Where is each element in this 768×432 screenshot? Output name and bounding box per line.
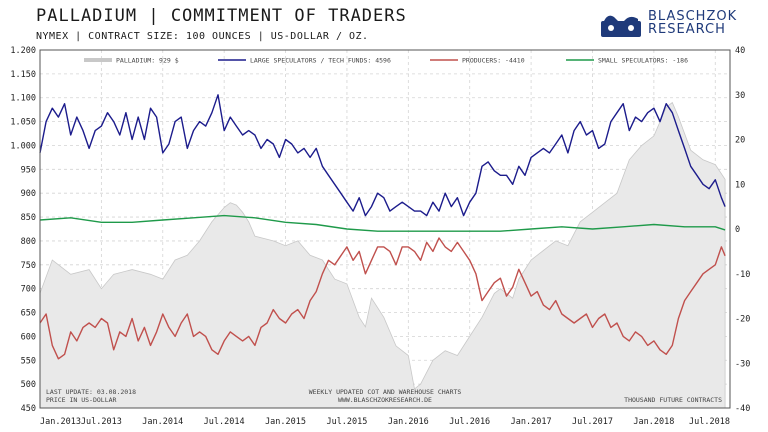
producers-line	[39, 237, 726, 360]
price-area-path	[39, 101, 726, 409]
right-tick-label: 30	[735, 91, 745, 101]
right-tick-label: -10	[735, 270, 750, 280]
right-tick-label: 20	[735, 136, 745, 146]
note-price-unit: PRICE IN US-DOLLAR	[46, 396, 117, 404]
left-tick-label: 900	[21, 189, 36, 199]
notes: LAST UPDATE: 03.08.2018 PRICE IN US-DOLL…	[46, 388, 722, 404]
axes: 450 500 550 600 650 700 750 800 850 900 950 1.000 1.…	[10, 46, 750, 427]
page-title: PALLADIUM | COMMITMENT OF TRADERS	[36, 6, 407, 26]
note-website: WWW.BLASCHZOKRESEARCH.DE	[338, 396, 432, 404]
legend-label: LARGE SPECULATORS / TECH FUNDS: 4596	[250, 57, 391, 65]
logo-line2: RESEARCH	[648, 22, 726, 37]
x-tick-label: Jul.2018	[689, 417, 730, 427]
x-tick-label: Jul.2015	[326, 417, 367, 427]
note-contracts-unit: THOUSAND FUTURE CONTRACTS	[624, 396, 722, 404]
left-tick-label: 600	[21, 332, 36, 342]
plot-frame	[39, 49, 731, 409]
x-tick-label: Jan.2015	[265, 417, 306, 427]
x-tick-label: Jul.2017	[572, 417, 613, 427]
x-tick-label: Jan.2017	[511, 417, 552, 427]
right-tick-label: 10	[735, 180, 745, 190]
large-speculators-line	[39, 94, 726, 217]
left-tick-label: 750	[21, 261, 36, 271]
left-tick-label: 450	[21, 404, 36, 414]
right-tick-label: -30	[735, 359, 750, 369]
left-tick-label: 550	[21, 356, 36, 366]
right-tick-label: -40	[735, 404, 750, 414]
x-tick-label: Jan.2014	[142, 417, 183, 427]
left-tick-label: 1.200	[10, 46, 36, 56]
x-tick-label: Jan.2013	[40, 417, 81, 427]
left-tick-label: 800	[21, 237, 36, 247]
note-weekly: WEEKLY UPDATED COT AND WAREHOUSE CHARTS	[309, 388, 462, 396]
left-tick-label: 1.100	[10, 94, 36, 104]
page-subtitle: NYMEX | CONTRACT SIZE: 100 OUNCES | US-D…	[36, 31, 369, 42]
legend-label: SMALL SPECULATORS: -186	[598, 57, 688, 65]
left-tick-label: 850	[21, 213, 36, 223]
legend: PALLADIUM: 929 $ LARGE SPECULATORS / TECH…	[84, 57, 688, 65]
small-speculators-line	[39, 214, 726, 232]
right-tick-label: -20	[735, 315, 750, 325]
legend-label: PALLADIUM: 929 $	[116, 57, 179, 65]
legend-label: PRODUCERS: -4410	[462, 57, 525, 65]
right-tick-label: 40	[735, 46, 745, 56]
series-lines	[39, 94, 726, 360]
left-tick-label: 1.050	[10, 118, 36, 128]
bull-bear-logo-icon	[601, 15, 641, 37]
x-tick-label: Jan.2018	[633, 417, 674, 427]
left-tick-label: 500	[21, 380, 36, 390]
x-tick-label: Jan.2016	[388, 417, 429, 427]
right-tick-label: 0	[735, 225, 740, 235]
x-tick-label: Jul.2016	[449, 417, 490, 427]
brand-logo: BLASCHZOK RESEARCH	[600, 10, 750, 42]
left-tick-label: 1.150	[10, 70, 36, 80]
price-area	[39, 101, 726, 409]
x-tick-label: Jul.2014	[204, 417, 245, 427]
note-update: LAST UPDATE: 03.08.2018	[46, 388, 136, 396]
left-tick-label: 950	[21, 165, 36, 175]
left-tick-label: 650	[21, 309, 36, 319]
x-tick-label: Jul.2013	[81, 417, 122, 427]
left-tick-label: 700	[21, 285, 36, 295]
left-tick-label: 1.000	[10, 141, 36, 151]
logo-line1: BLASCHZOK	[648, 9, 738, 24]
